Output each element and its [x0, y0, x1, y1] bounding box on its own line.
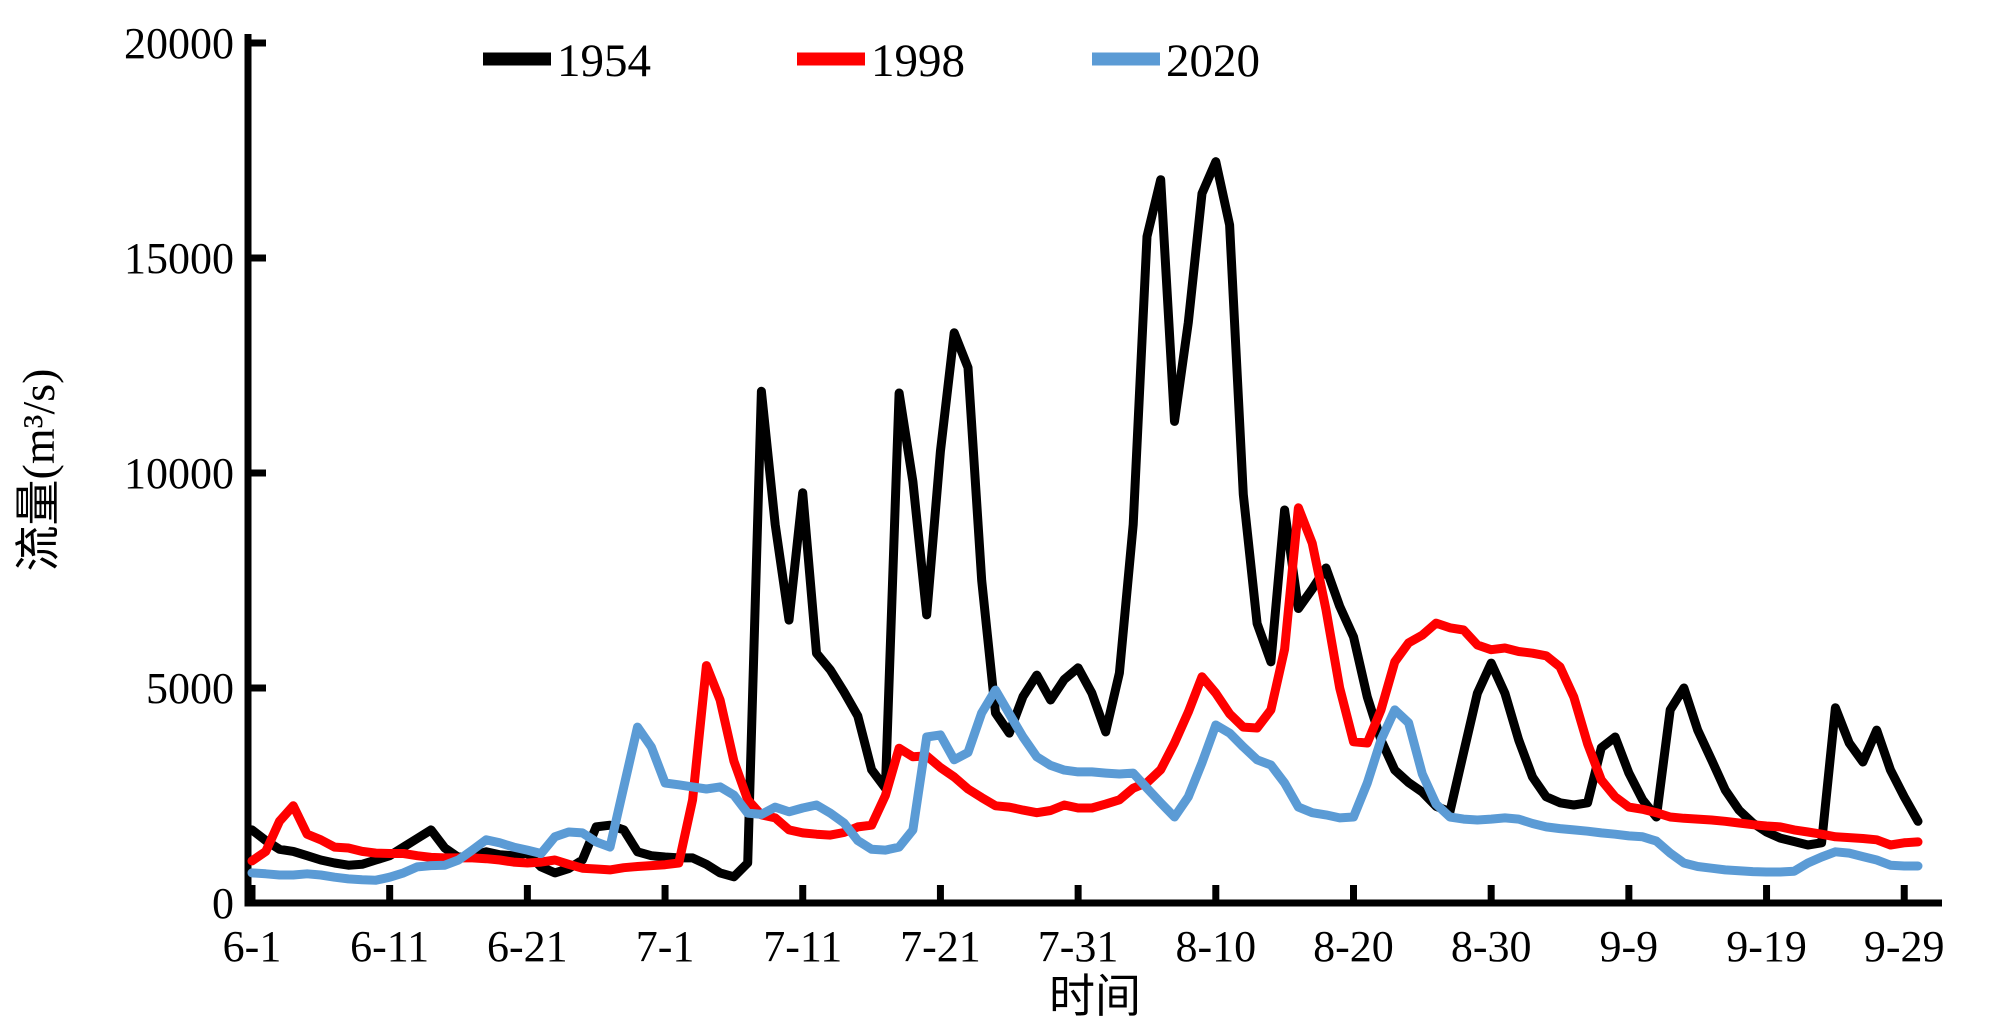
legend-label-1998: 1998: [871, 35, 965, 87]
x-ticks: 6-1 6-11 6-21 7-1 7-11 7-21 7-31 8-10 8-20 8-30 9-…: [223, 885, 1945, 971]
legend-label-2020: 2020: [1166, 35, 1260, 87]
y-ticks: 0 5000 10000 15000 20000: [124, 19, 266, 928]
x-tick-label: 8-20: [1313, 922, 1394, 971]
x-axis: 6-1 6-11 6-21 7-1 7-11 7-21 7-31 8-10 8-20 8-30 9-…: [223, 885, 1945, 971]
y-tick-label: 0: [212, 879, 234, 928]
x-tick-label: 7-1: [636, 922, 695, 971]
series-lines: [247, 157, 1923, 885]
series-line-1954: [247, 157, 1923, 882]
x-axis-title: 时间: [1049, 971, 1141, 1022]
x-tick-label: 7-21: [900, 922, 981, 971]
series-line-2020: [247, 685, 1923, 885]
x-tick-label: 9-19: [1726, 922, 1807, 971]
y-tick-label: 15000: [124, 234, 234, 283]
x-tick-label: 9-9: [1600, 922, 1659, 971]
x-tick-label: 7-31: [1038, 922, 1119, 971]
legend-label-1954: 1954: [557, 35, 651, 87]
y-axis-title: 流量(m³/s): [13, 369, 64, 572]
x-tick-label: 7-11: [763, 922, 842, 971]
x-tick-label: 6-21: [487, 922, 568, 971]
y-tick-label: 20000: [124, 19, 234, 68]
x-tick-label: 9-29: [1864, 922, 1945, 971]
y-tick-label: 10000: [124, 449, 234, 498]
x-tick-label: 8-10: [1175, 922, 1256, 971]
x-tick-label: 6-11: [350, 922, 429, 971]
y-tick-label: 5000: [146, 664, 234, 713]
series-line-1998: [247, 503, 1923, 875]
x-tick-label: 6-1: [223, 922, 282, 971]
legend: 1954 1998 2020: [483, 35, 1260, 87]
x-tick-label: 8-30: [1451, 922, 1532, 971]
y-axis: 0 5000 10000 15000 20000: [124, 19, 266, 928]
